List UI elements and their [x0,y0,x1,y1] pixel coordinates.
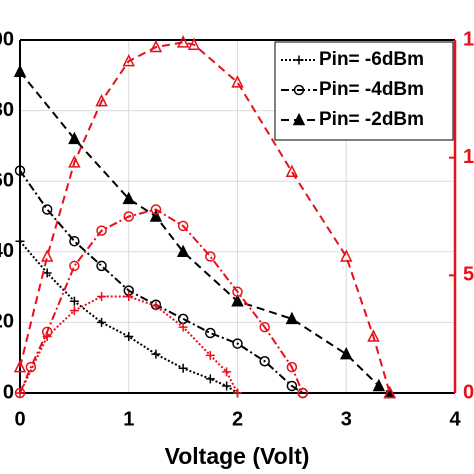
marker [231,294,244,307]
marker [383,385,396,399]
marker [13,64,27,78]
marker [294,55,304,65]
x-axis-label: Voltage (Volt) [165,443,310,469]
legend-label: Pin= -2dBm [319,109,424,130]
series-line [19,71,391,394]
series-line [19,295,239,394]
marker [222,381,232,391]
marker [286,361,298,373]
series-line [19,240,239,394]
marker [97,292,107,302]
marker [95,94,108,107]
marker [372,378,386,392]
x-tick-label: 1 [123,408,134,430]
y-tick-label: 60 [0,169,14,191]
marker [176,35,190,48]
marker [69,260,80,272]
marker [285,164,299,178]
y2-tick-label: 15 [463,28,474,50]
marker [151,349,161,359]
marker [41,326,53,338]
marker [232,286,243,298]
marker [42,268,52,278]
series-line [19,208,304,394]
marker [233,388,242,398]
marker [13,359,27,373]
marker [69,235,80,247]
y-tick-label: 80 [0,99,14,121]
marker [205,350,215,360]
marker [96,260,107,272]
marker [292,112,306,126]
x-tick-label: 2 [232,408,243,430]
marker [259,355,270,367]
marker [286,380,298,392]
x-tick-label: 3 [341,408,352,430]
marker [15,236,25,246]
marker [232,338,243,349]
y-tick-label: 100 [0,28,14,50]
marker [178,322,188,332]
marker [150,204,162,215]
marker [205,374,215,384]
marker [149,39,163,53]
series-line [19,41,391,394]
legend-label: Pin= -4dBm [319,79,424,100]
y2-tick-label: 5 [463,264,474,286]
y-tick-label: 0 [3,381,14,403]
marker [259,321,270,333]
marker [177,220,189,232]
marker [231,75,244,88]
marker [68,131,81,145]
legend-label: Pin= -6dBm [319,49,424,70]
marker [187,37,201,50]
marker [14,387,26,399]
y2-tick-label: 10 [463,146,474,168]
y-tick-label: 20 [0,311,14,333]
marker [96,225,107,236]
marker [124,292,134,302]
marker [122,54,135,67]
marker [41,204,53,215]
marker [176,244,190,258]
marker [149,209,163,222]
x-tick-label: 0 [14,408,25,430]
marker [122,191,135,205]
marker [151,301,161,311]
marker [285,311,299,325]
marker [97,317,107,327]
marker [340,249,353,262]
marker [222,367,232,377]
marker [293,84,305,96]
marker [69,296,79,306]
marker [69,306,79,316]
marker [340,346,353,360]
marker [25,361,37,373]
marker [124,332,134,342]
marker [123,211,134,222]
marker [367,329,380,342]
x-tick-label: 4 [449,408,461,430]
marker [205,327,216,339]
y2-tick-label: 0 [463,381,474,403]
marker [297,387,308,399]
marker [205,251,216,262]
marker [68,155,81,168]
marker [14,165,26,176]
y-tick-label: 40 [0,240,14,262]
marker [40,249,54,262]
marker [178,363,188,373]
series-line [19,170,304,394]
